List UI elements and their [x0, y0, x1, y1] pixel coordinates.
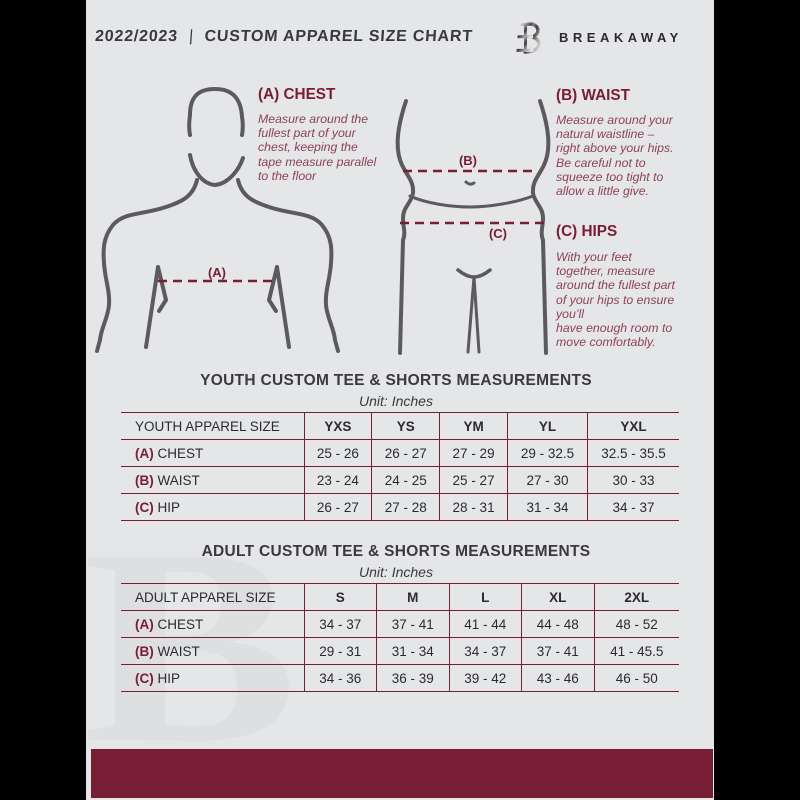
svg-text:(B): (B): [459, 153, 477, 168]
svg-text:(A): (A): [208, 265, 226, 280]
svg-text:(C): (C): [489, 226, 507, 241]
